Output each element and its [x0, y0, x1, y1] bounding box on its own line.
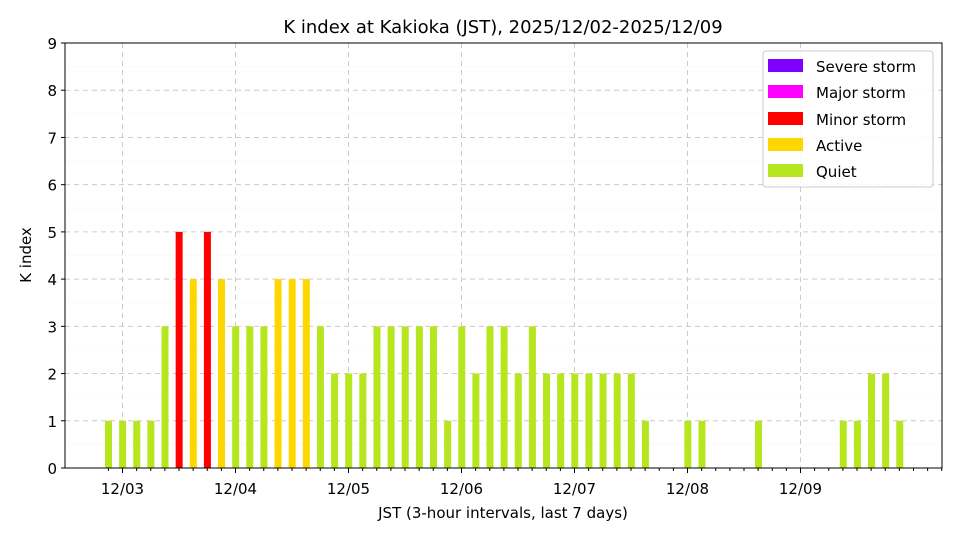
legend-entry-active: Active: [768, 137, 862, 155]
k-index-bar: [698, 420, 706, 468]
legend-label-major-storm: Major storm: [816, 84, 906, 102]
legend-label-severe-storm: Severe storm: [816, 58, 916, 76]
k-index-bar: [302, 279, 310, 468]
k-index-bar: [316, 326, 324, 468]
x-tick-label: 12/08: [666, 480, 709, 498]
k-index-bar: [571, 373, 579, 468]
k-index-bar: [133, 420, 141, 468]
y-tick-label: 7: [47, 129, 57, 147]
legend-label-minor-storm: Minor storm: [816, 111, 906, 129]
k-index-bar: [684, 420, 692, 468]
y-axis-ticks: 0 1 2 3 4 5 6 7 8 9: [47, 35, 65, 478]
k-index-bar: [500, 326, 508, 468]
k-index-bar: [232, 326, 240, 468]
y-tick-label: 0: [47, 460, 57, 478]
legend-label-quiet: Quiet: [816, 163, 857, 181]
k-index-bar: [627, 373, 635, 468]
x-axis-label: JST (3-hour intervals, last 7 days): [377, 504, 628, 522]
y-tick-label: 8: [47, 82, 57, 100]
x-axis-ticks: 12/03 12/04 12/05 12/06 12/07 12/08 12/09: [101, 468, 943, 498]
legend-entry-minor-storm: Minor storm: [768, 111, 906, 129]
legend-entry-quiet: Quiet: [768, 163, 857, 181]
k-index-bar: [147, 420, 155, 468]
k-index-bar: [444, 420, 452, 468]
k-index-bar: [203, 231, 211, 468]
k-index-bar: [557, 373, 565, 468]
k-index-bar: [486, 326, 494, 468]
k-index-bar: [246, 326, 254, 468]
x-tick-label: 12/03: [101, 480, 144, 498]
k-index-bar: [543, 373, 551, 468]
legend-entry-severe-storm: Severe storm: [768, 58, 916, 76]
y-tick-label: 3: [47, 318, 57, 336]
k-index-bar: [387, 326, 395, 468]
x-tick-label: 12/09: [779, 480, 822, 498]
x-tick-label: 12/06: [440, 480, 483, 498]
k-index-bar: [161, 326, 169, 468]
legend-label-active: Active: [816, 137, 862, 155]
k-index-bar: [853, 420, 861, 468]
k-index-bar: [119, 420, 127, 468]
legend-swatch-quiet: [768, 164, 803, 177]
legend-swatch-active: [768, 138, 803, 151]
k-index-bar: [373, 326, 381, 468]
k-index-bar: [528, 326, 536, 468]
k-index-bar: [415, 326, 423, 468]
k-index-bar: [641, 420, 649, 468]
k-index-bar: [599, 373, 607, 468]
k-index-bar: [896, 420, 904, 468]
legend-entry-major-storm: Major storm: [768, 84, 906, 102]
k-index-bar: [514, 373, 522, 468]
x-tick-label: 12/05: [327, 480, 370, 498]
k-index-bar: [175, 231, 183, 468]
k-index-bar: [345, 373, 353, 468]
k-index-bar: [585, 373, 593, 468]
k-index-bar: [105, 420, 112, 468]
legend-swatch-severe-storm: [768, 59, 803, 72]
x-tick-label: 12/07: [553, 480, 596, 498]
k-index-bar: [882, 373, 890, 468]
chart-title: K index at Kakioka (JST), 2025/12/02-202…: [283, 17, 722, 38]
bar-layer: [105, 231, 904, 468]
k-index-bar: [472, 373, 480, 468]
y-tick-label: 6: [47, 177, 57, 195]
k-index-bar: [429, 326, 437, 468]
k-index-bar: [401, 326, 409, 468]
k-index-bar: [359, 373, 367, 468]
k-index-bar: [189, 279, 197, 468]
k-index-bar: [218, 279, 226, 468]
y-tick-label: 9: [47, 35, 57, 53]
k-index-bar: [288, 279, 296, 468]
y-tick-label: 5: [47, 224, 57, 242]
legend-swatch-major-storm: [768, 85, 803, 98]
k-index-bar: [839, 420, 847, 468]
y-tick-label: 1: [47, 413, 57, 431]
k-index-bar: [613, 373, 621, 468]
y-axis-label: K index: [17, 227, 35, 283]
k-index-bar: [260, 326, 268, 468]
legend-swatch-minor-storm: [768, 112, 803, 125]
legend-box: [762, 50, 934, 188]
k-index-bar: [331, 373, 339, 468]
legend: Severe storm Major storm Minor storm Act…: [762, 50, 934, 188]
y-tick-label: 2: [47, 366, 57, 384]
k-index-bar: [458, 326, 466, 468]
y-tick-label: 4: [47, 271, 57, 289]
k-index-bar: [274, 279, 282, 468]
k-index-bar: [868, 373, 876, 468]
x-tick-label: 12/04: [214, 480, 257, 498]
k-index-bar: [754, 420, 762, 468]
